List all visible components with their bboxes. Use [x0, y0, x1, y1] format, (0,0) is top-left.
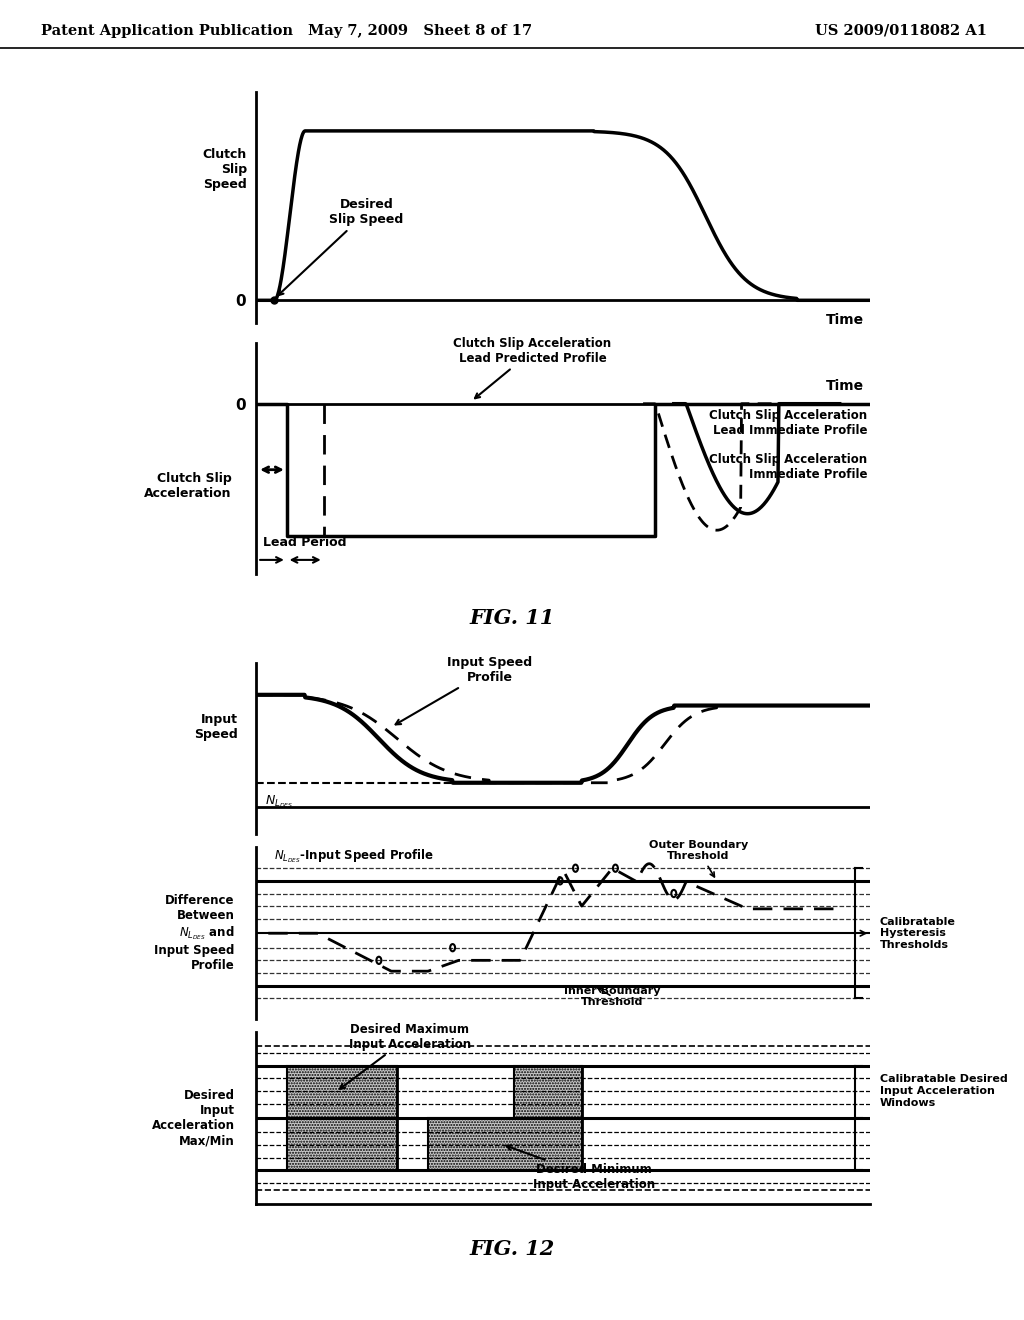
Text: Clutch Slip Acceleration
Immediate Profile: Clutch Slip Acceleration Immediate Profi…: [710, 454, 867, 482]
Text: Clutch Slip Acceleration
Lead Predicted Profile: Clutch Slip Acceleration Lead Predicted …: [454, 337, 611, 399]
Text: Outer Boundary
Threshold: Outer Boundary Threshold: [649, 840, 748, 876]
Text: Time: Time: [826, 379, 864, 393]
Text: Desired Maximum
Input Acceleration: Desired Maximum Input Acceleration: [340, 1023, 471, 1089]
Text: FIG. 12: FIG. 12: [469, 1238, 555, 1259]
Text: Clutch Slip
Acceleration: Clutch Slip Acceleration: [144, 473, 231, 500]
Bar: [287, 1118, 397, 1171]
Text: Desired Minimum
Input Acceleration: Desired Minimum Input Acceleration: [507, 1146, 655, 1192]
Text: Clutch
Slip
Speed: Clutch Slip Speed: [203, 148, 247, 191]
Text: $N_{L_{DES}}$-Input Speed Profile: $N_{L_{DES}}$-Input Speed Profile: [274, 847, 434, 865]
Text: Clutch Slip Acceleration
Lead Immediate Profile: Clutch Slip Acceleration Lead Immediate …: [710, 409, 867, 437]
Bar: [287, 1065, 397, 1118]
Text: Inner Boundary
Threshold: Inner Boundary Threshold: [564, 986, 660, 1007]
Bar: [514, 1065, 582, 1118]
Text: Desired
Slip Speed: Desired Slip Speed: [279, 198, 403, 296]
Text: Time: Time: [826, 313, 864, 326]
Text: $N_{L_{DES}}$: $N_{L_{DES}}$: [265, 793, 294, 810]
Text: Calibratable
Hysteresis
Thresholds: Calibratable Hysteresis Thresholds: [880, 916, 955, 950]
Text: Calibratable Desired
Input Acceleration
Windows: Calibratable Desired Input Acceleration …: [880, 1074, 1008, 1107]
Text: Input
Speed: Input Speed: [194, 713, 238, 741]
Text: Input Speed
Profile: Input Speed Profile: [395, 656, 532, 725]
Text: Difference
Between
$N_{L_{DES}}$ and
Input Speed
Profile: Difference Between $N_{L_{DES}}$ and Inp…: [155, 894, 234, 973]
Text: Lead Period: Lead Period: [263, 536, 347, 549]
Text: FIG. 11: FIG. 11: [469, 607, 555, 628]
Bar: [428, 1118, 582, 1171]
Text: May 7, 2009   Sheet 8 of 17: May 7, 2009 Sheet 8 of 17: [308, 24, 531, 37]
Text: Patent Application Publication: Patent Application Publication: [41, 24, 293, 37]
Text: US 2009/0118082 A1: US 2009/0118082 A1: [815, 24, 987, 37]
Text: Desired
Input
Acceleration
Max/Min: Desired Input Acceleration Max/Min: [152, 1089, 234, 1147]
